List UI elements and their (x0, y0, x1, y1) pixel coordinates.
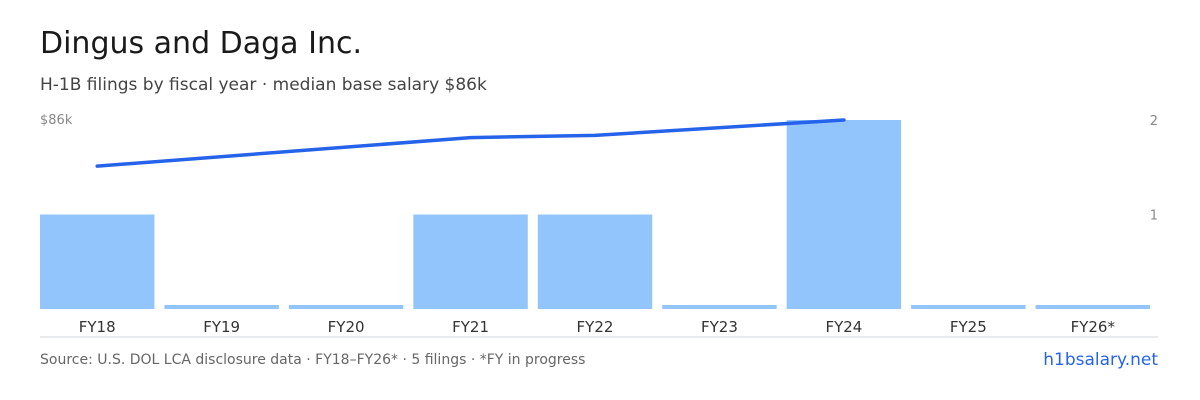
right-axis-tick-1: 1 (1150, 209, 1158, 224)
bar-FY23 (662, 305, 777, 309)
x-tick-FY23: FY23 (701, 318, 738, 336)
x-axis-ticks: FY18 FY19 FY20 FY21 FY22 FY23 FY24 FY25 FY26* (79, 318, 1116, 336)
left-axis-label: $86k (40, 113, 73, 128)
x-tick-FY21: FY21 (452, 318, 489, 336)
bar-FY24 (786, 120, 902, 309)
bar-series (40, 120, 1150, 309)
salary-line (95, 118, 846, 168)
x-tick-FY19: FY19 (203, 318, 240, 336)
right-axis-ticks: 12 (1150, 114, 1158, 224)
bar-FY19 (164, 305, 279, 309)
x-tick-FY22: FY22 (577, 318, 614, 336)
right-axis-tick-2: 2 (1150, 114, 1158, 129)
salary-line-series (95, 118, 846, 168)
bar-FY22 (537, 214, 653, 309)
x-tick-FY25: FY25 (950, 318, 987, 336)
footer-site-link[interactable]: h1bsalary.net (1043, 350, 1158, 370)
x-tick-FY26*: FY26* (1071, 318, 1116, 336)
x-tick-FY24: FY24 (825, 318, 862, 336)
bar-FY20 (288, 305, 404, 309)
chart: $86k 12 FY18 FY19 FY20 FY21 FY22 FY23 FY24 FY25… (40, 113, 1158, 338)
bar-FY26* (1035, 305, 1150, 309)
x-tick-FY18: FY18 (79, 318, 116, 336)
chart-title: Dingus and Daga Inc. (40, 26, 362, 61)
bar-FY21 (413, 214, 528, 309)
footer-source: Source: U.S. DOL LCA disclosure data · F… (40, 352, 586, 368)
chart-subtitle: H-1B filings by fiscal year · median bas… (40, 75, 487, 95)
bar-FY18 (40, 214, 155, 309)
bar-FY25 (911, 305, 1026, 309)
x-tick-FY20: FY20 (328, 318, 365, 336)
